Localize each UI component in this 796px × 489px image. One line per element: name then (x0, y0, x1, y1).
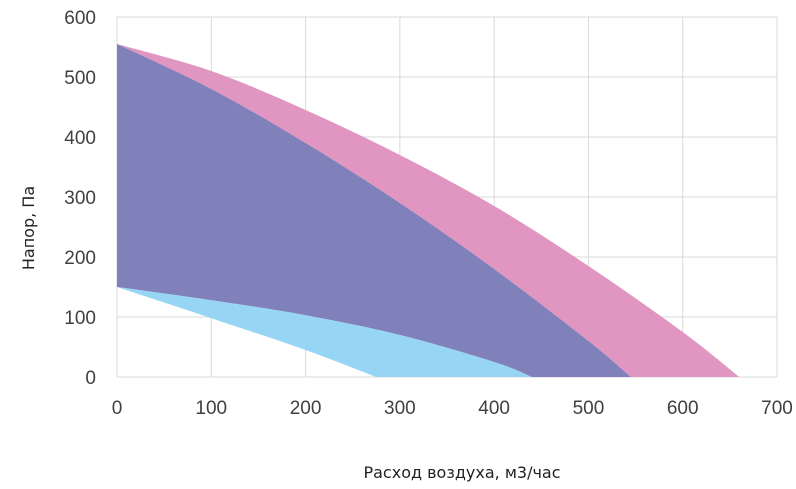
y-tick-label: 500 (64, 68, 96, 89)
x-tick-label: 700 (761, 398, 793, 419)
x-axis-title: Расход воздуха, м3/час (363, 463, 560, 482)
y-tick-label: 200 (64, 248, 96, 269)
area-band-3 (117, 287, 532, 377)
y-tick-label: 400 (64, 128, 96, 149)
y-tick-label: 300 (64, 188, 96, 209)
y-tick-label: 0 (85, 368, 96, 389)
x-tick-label: 200 (290, 398, 322, 419)
x-tick-label: 100 (195, 398, 227, 419)
x-tick-label: 300 (384, 398, 416, 419)
area-series (117, 44, 740, 377)
y-axis-title: Напор, Па (19, 186, 38, 270)
x-tick-label: 600 (667, 398, 699, 419)
x-tick-label: 400 (478, 398, 510, 419)
y-tick-labels: 0 100 200 300 400 500 600 (64, 8, 96, 389)
y-tick-label: 600 (64, 8, 96, 29)
y-tick-label: 100 (64, 308, 96, 329)
x-tick-label: 0 (112, 398, 123, 419)
x-tick-labels: 0 100 200 300 400 500 600 700 (112, 398, 793, 419)
x-tick-label: 500 (573, 398, 605, 419)
area-band-2 (117, 44, 631, 377)
area-band-1 (117, 44, 740, 377)
